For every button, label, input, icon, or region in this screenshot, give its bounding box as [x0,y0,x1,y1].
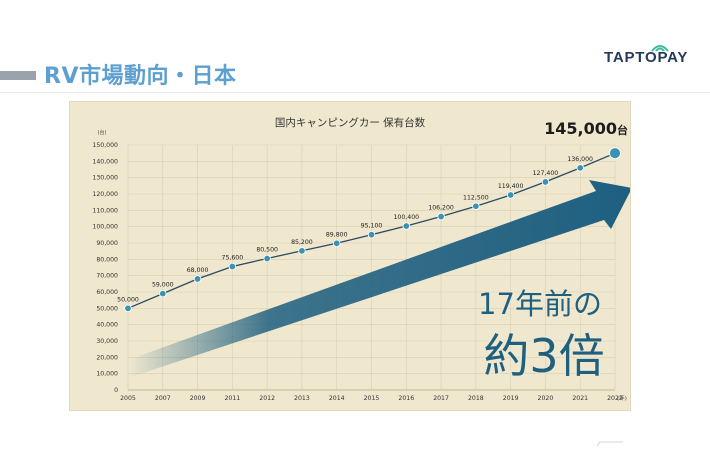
x-tick-label: 2016 [398,395,414,402]
data-point [298,247,306,255]
data-label: 112,500 [463,194,489,201]
x-tick-label: 2017 [433,395,449,402]
y-tick-label: 120,000 [92,191,118,198]
x-tick-label: 2013 [294,395,310,402]
y-tick-label: 30,000 [96,338,118,345]
final-value-label: 145,000台 [544,119,628,138]
data-label: 80,500 [256,247,278,254]
watermark [596,440,624,450]
data-point [437,212,445,221]
x-tick-label: 2019 [503,395,519,402]
x-tick-label: 2020 [538,395,554,402]
y-tick-label: 90,000 [96,240,118,247]
y-tick-label: 140,000 [92,158,118,165]
data-point [228,262,237,271]
final-value-number: 145,000 [544,119,617,138]
data-label: 75,600 [222,255,244,262]
x-tick-label: 2015 [364,395,380,402]
data-point [263,254,271,263]
data-label: 68,000 [187,267,209,274]
data-point [124,304,132,313]
y-tick-label: 110,000 [92,207,118,214]
y-tick-label: 100,000 [92,224,118,231]
wifi-wave-icon [651,45,669,52]
callout-line-2: 約3倍 [483,329,604,383]
y-axis-unit: (台) [98,129,107,136]
y-tick-label: 80,000 [96,256,118,263]
data-label: 119,400 [498,183,524,190]
x-tick-label: 2009 [190,395,206,402]
y-tick-label: 60,000 [96,289,118,296]
x-tick-label: 2021 [572,395,588,402]
data-label: 89,800 [326,231,348,238]
x-axis-unit: (年) [617,394,627,402]
brand-logo-text: TAPTOPAY [604,49,689,66]
data-point [159,289,167,298]
x-tick-label: 2007 [155,395,171,402]
data-label: 100,400 [393,214,419,221]
data-point [333,239,341,248]
accent-bar [0,71,36,80]
data-point [541,178,550,186]
data-point [576,164,584,172]
y-tick-label: 0 [114,387,118,394]
y-tick-label: 130,000 [92,175,118,182]
data-label: 95,100 [361,223,383,230]
final-value-unit: 台 [617,123,628,137]
data-label: 127,400 [533,170,559,177]
growth-arrow [128,180,630,378]
chart-title: 国内キャンピングカー 保有台数 [275,116,426,129]
holdings-line-chart: 010,00020,00030,00040,00050,00060,00070,… [92,116,630,402]
y-tick-label: 40,000 [96,322,118,329]
y-tick-label: 10,000 [96,371,118,378]
x-tick-label: 2022 [607,395,623,402]
y-tick-label: 50,000 [96,305,118,312]
callout-line-1: 17年前の [478,287,602,321]
x-tick-label: 2011 [224,395,240,402]
data-point [367,230,376,239]
y-tick-label: 70,000 [96,273,118,280]
header-divider [0,92,710,93]
data-label: 59,000 [152,282,174,289]
x-tick-label: 2014 [329,395,345,402]
data-label: 85,200 [291,239,313,246]
data-label: 106,200 [428,205,454,212]
data-label: 136,000 [567,156,593,163]
x-tick-label: 2012 [259,395,275,402]
data-point [472,202,480,210]
y-tick-label: 20,000 [96,354,118,361]
y-tick-label: 150,000 [92,142,118,149]
data-point [193,275,202,283]
data-point [402,222,410,230]
watermark-mark-icon [596,441,623,447]
data-point [506,191,515,199]
slide-title: RV市場動向・日本 [44,64,237,89]
x-tick-label: 2018 [468,395,484,402]
data-label: 50,000 [117,296,139,303]
brand-logo: TAPTOPAY [604,45,689,66]
data-point [609,147,621,160]
x-tick-label: 2005 [120,395,136,402]
